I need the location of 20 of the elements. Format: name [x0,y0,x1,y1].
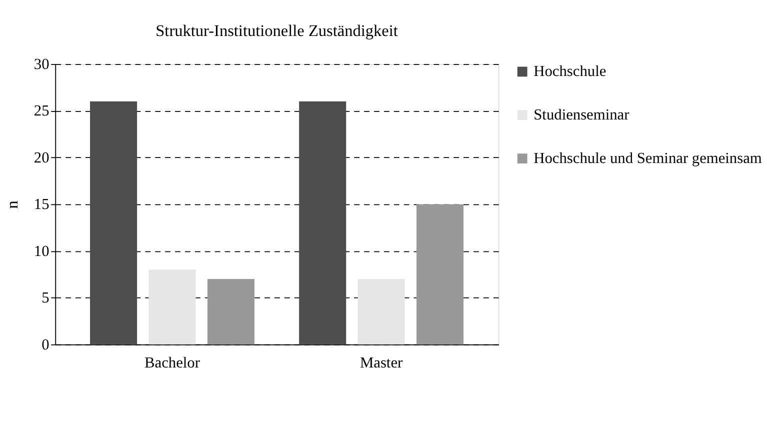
legend-label: Studienseminar [534,106,630,124]
bar [207,278,254,344]
legend-label: Hochschule und Seminar gemeinsam [534,150,762,168]
x-tick-label: Master [360,354,403,372]
y-tick-label: 10 [34,242,50,260]
y-tick-label: 30 [34,56,50,73]
y-tick-label: 5 [42,290,50,307]
bar [148,270,196,344]
bar [90,101,138,344]
bar [299,101,346,344]
y-tick-label: 15 [34,196,50,214]
y-axis-title: n [2,200,22,209]
bar [358,278,405,344]
y-tick-label: 20 [34,149,50,166]
legend-label: Hochschule [534,63,606,80]
bar [416,204,464,344]
x-tick-label: Bachelor [144,354,200,372]
y-tick-label: 25 [34,102,50,120]
chart-title: Struktur-Institutionelle Zuständigkeit [156,20,398,40]
y-tick-label: 0 [42,336,50,354]
